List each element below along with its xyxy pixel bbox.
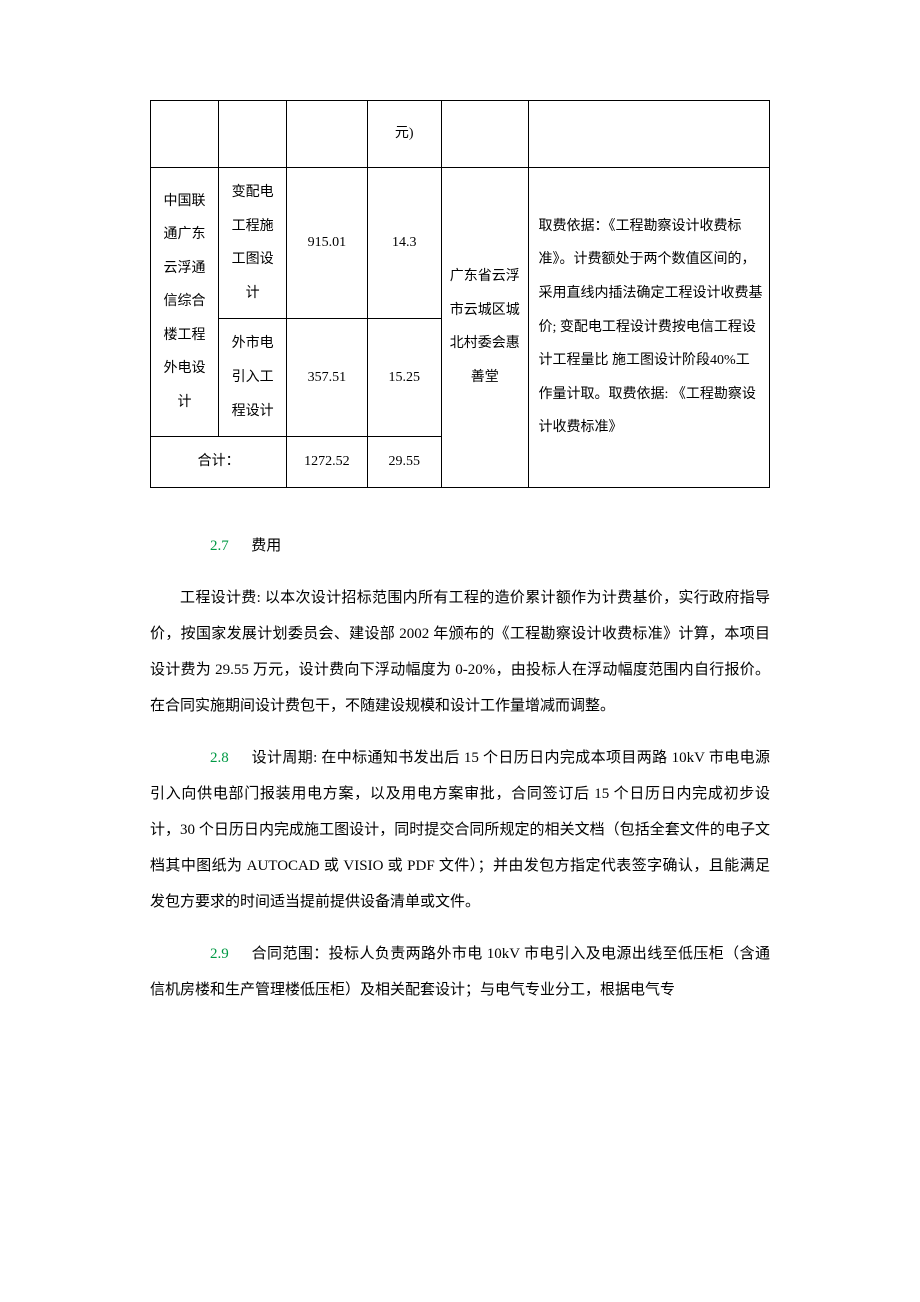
cell-total-val1: 1272.52 [287, 437, 367, 488]
header-location [441, 101, 528, 168]
fee-table: 元) 中国联通广东云浮通信综合楼工程外电设计 变配电工程施工图设计 915.01… [150, 100, 770, 488]
section-number: 2.8 [180, 740, 229, 776]
section-28: 2.8 设计周期: 在中标通知书发出后 15 个日历日内完成本项目两路 10kV … [150, 740, 770, 920]
section-title: 合同范围： [251, 946, 328, 962]
section-28-body: 在中标通知书发出后 15 个日历日内完成本项目两路 10kV 市电电源引入向供电… [150, 750, 770, 910]
section-title: 设计周期: [251, 750, 317, 766]
cell-sub1: 变配电工程施工图设计 [219, 168, 287, 319]
cell-val2-row2: 15.25 [367, 319, 441, 437]
cell-val1-row1: 915.01 [287, 168, 367, 319]
section-27-heading: 2.7 费用 [150, 528, 770, 564]
cell-sub2: 外市电引入工程设计 [219, 319, 287, 437]
table-header-row: 元) [151, 101, 770, 168]
cell-val1-row2: 357.51 [287, 319, 367, 437]
section-number: 2.9 [180, 936, 229, 972]
section-title: 费用 [251, 538, 281, 554]
section-27-body: 工程设计费: 以本次设计招标范围内所有工程的造价累计额作为计费基价，实行政府指导… [150, 580, 770, 724]
cell-location: 广东省云浮市云城区城北村委会惠善堂 [441, 168, 528, 488]
header-val2: 元) [367, 101, 441, 168]
header-sub [219, 101, 287, 168]
section-number: 2.7 [180, 528, 229, 564]
table-row: 中国联通广东云浮通信综合楼工程外电设计 变配电工程施工图设计 915.01 14… [151, 168, 770, 319]
cell-note: 取费依据：《工程勘察设计收费标准》。计费额处于两个数值区间的，采用直线内插法确定… [528, 168, 769, 488]
header-val1 [287, 101, 367, 168]
cell-val2-row1: 14.3 [367, 168, 441, 319]
section-29-body: 投标人负责两路外市电 10kV 市电引入及电源出线至低压柜（含通信机房楼和生产管… [150, 946, 770, 998]
cell-total-label: 合计： [151, 437, 287, 488]
header-project [151, 101, 219, 168]
section-29: 2.9 合同范围：投标人负责两路外市电 10kV 市电引入及电源出线至低压柜（含通… [150, 936, 770, 1008]
cell-project: 中国联通广东云浮通信综合楼工程外电设计 [151, 168, 219, 437]
header-note [528, 101, 769, 168]
document-page: 元) 中国联通广东云浮通信综合楼工程外电设计 变配电工程施工图设计 915.01… [0, 0, 920, 1104]
cell-total-val2: 29.55 [367, 437, 441, 488]
